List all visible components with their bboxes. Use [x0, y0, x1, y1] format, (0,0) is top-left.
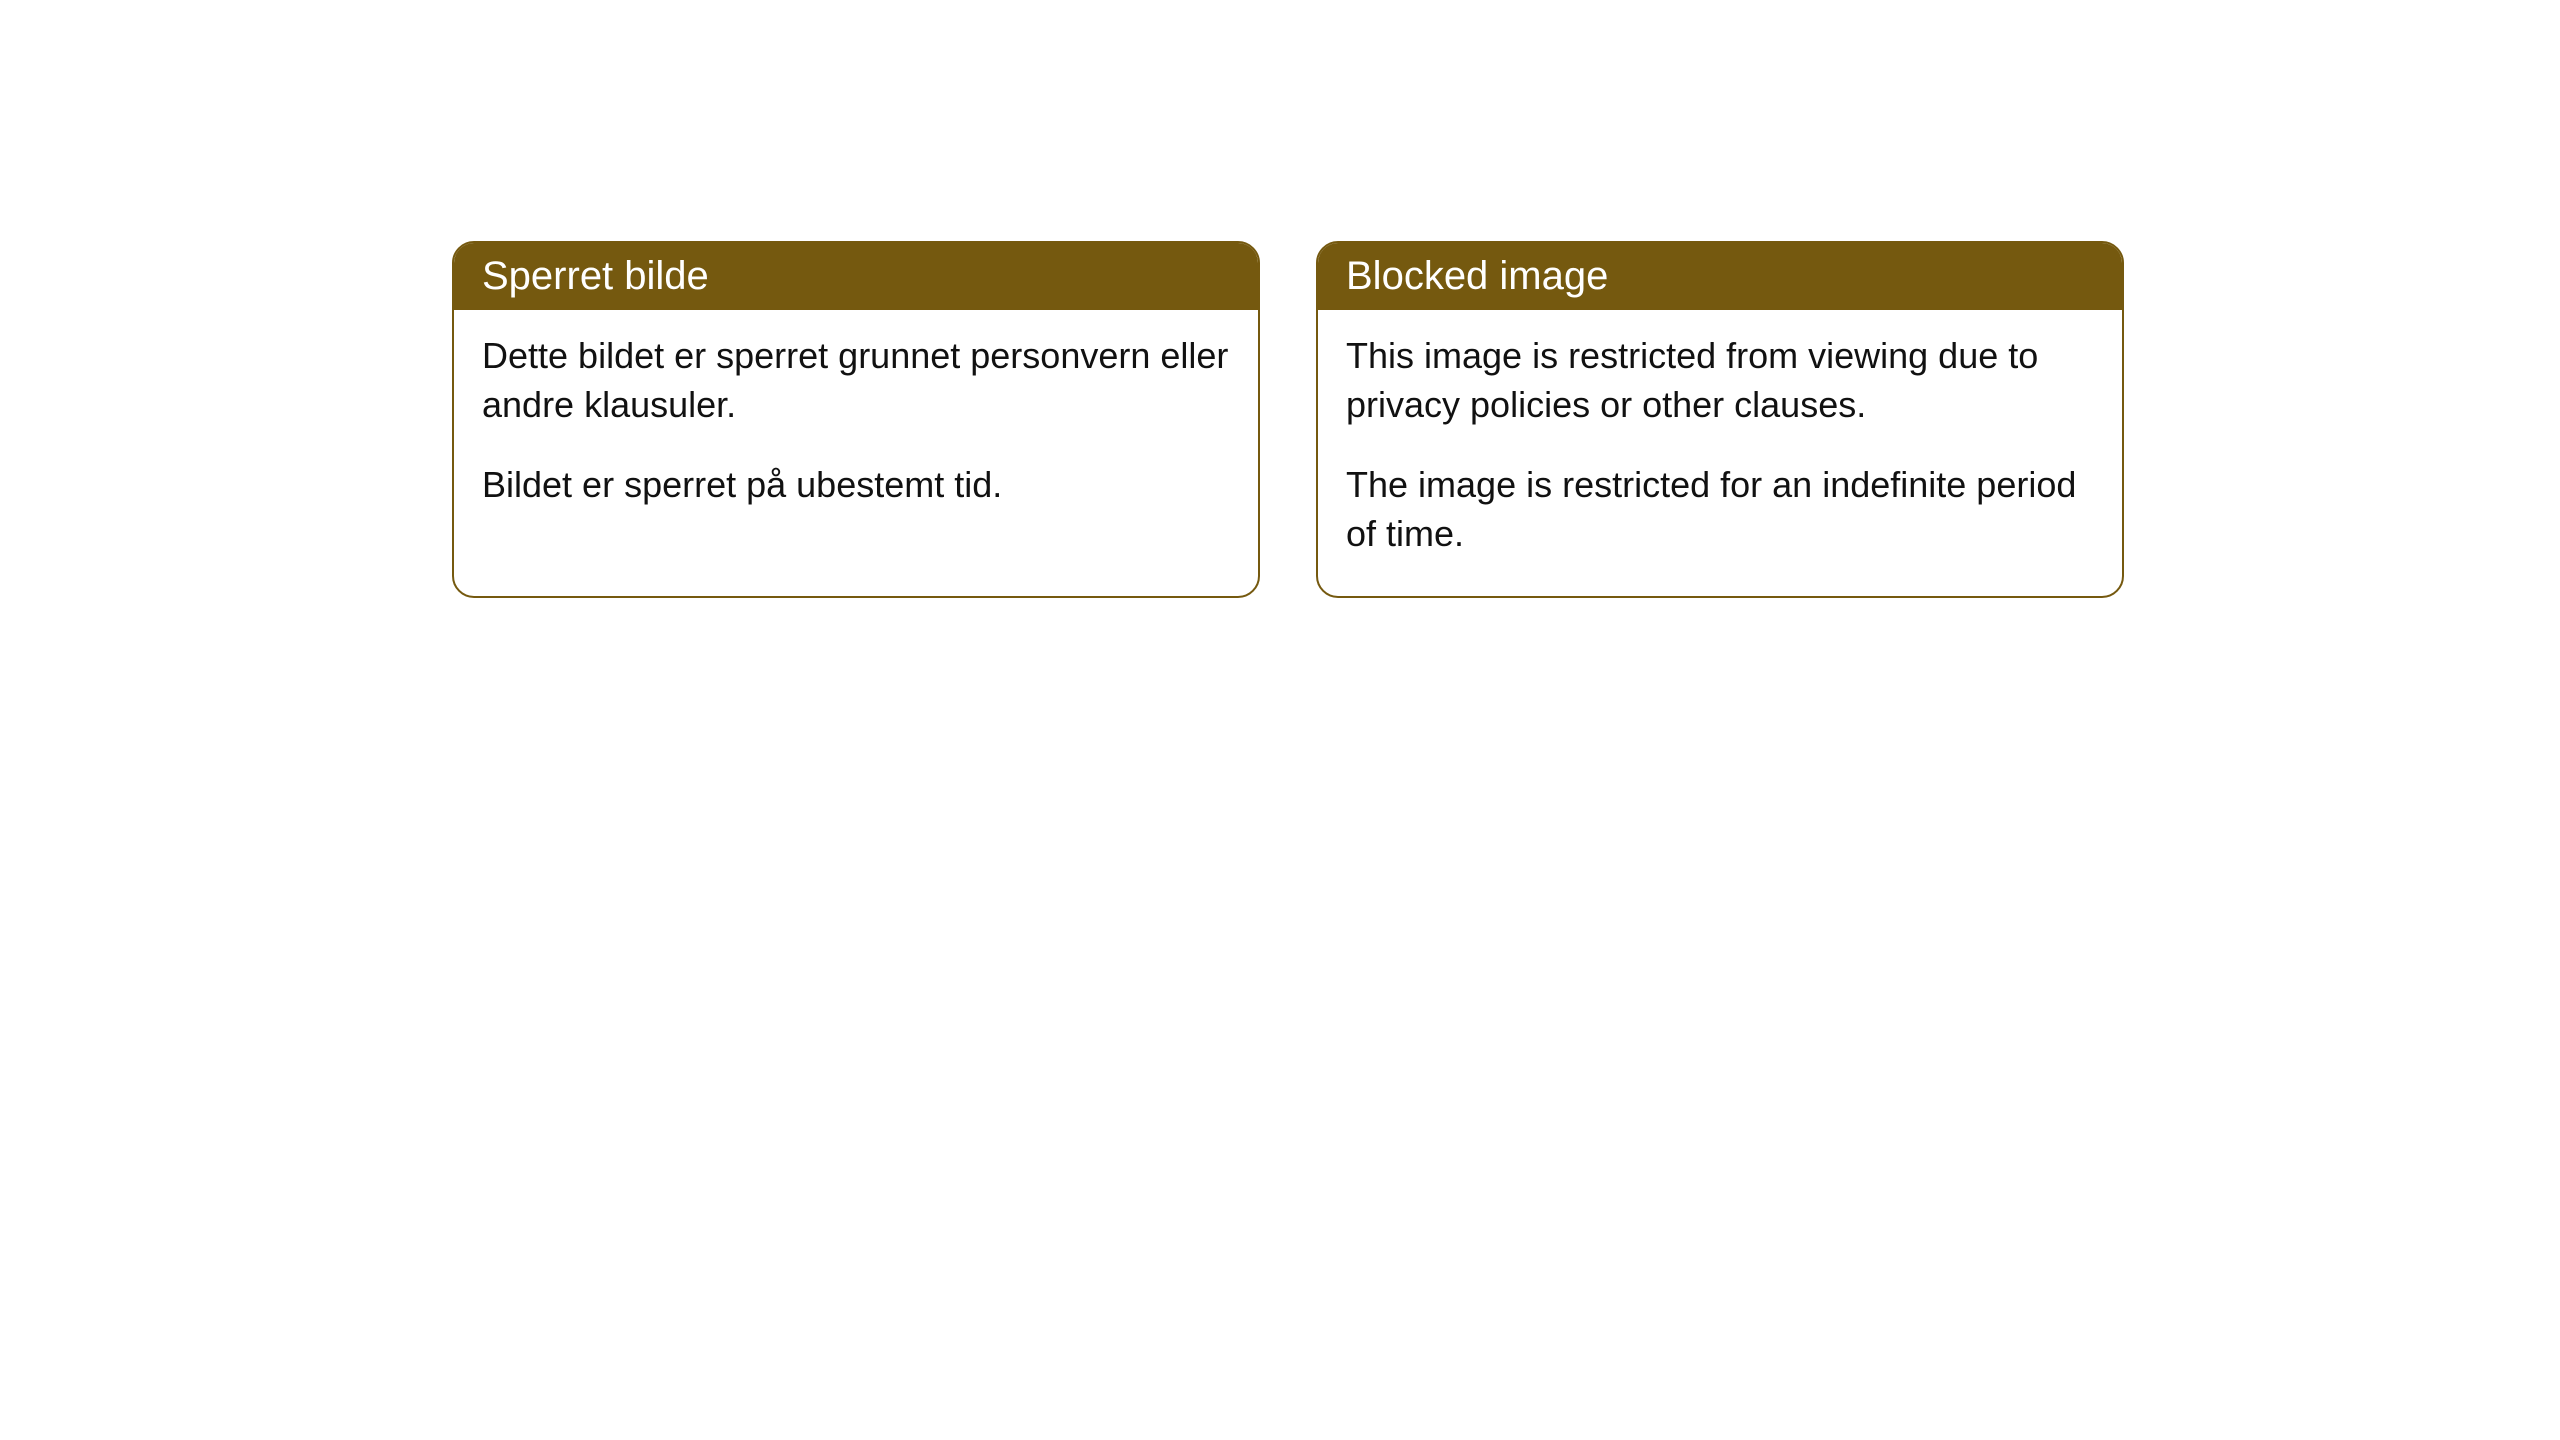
card-para1-norwegian: Dette bildet er sperret grunnet personve…	[482, 332, 1230, 429]
card-para2-english: The image is restricted for an indefinit…	[1346, 461, 2094, 558]
card-body-norwegian: Dette bildet er sperret grunnet personve…	[454, 310, 1258, 548]
card-para2-norwegian: Bildet er sperret på ubestemt tid.	[482, 461, 1230, 510]
card-body-english: This image is restricted from viewing du…	[1318, 310, 2122, 596]
card-header-norwegian: Sperret bilde	[454, 243, 1258, 310]
cards-container: Sperret bilde Dette bildet er sperret gr…	[0, 0, 2560, 598]
card-norwegian: Sperret bilde Dette bildet er sperret gr…	[452, 241, 1260, 598]
card-para1-english: This image is restricted from viewing du…	[1346, 332, 2094, 429]
card-header-english: Blocked image	[1318, 243, 2122, 310]
card-english: Blocked image This image is restricted f…	[1316, 241, 2124, 598]
